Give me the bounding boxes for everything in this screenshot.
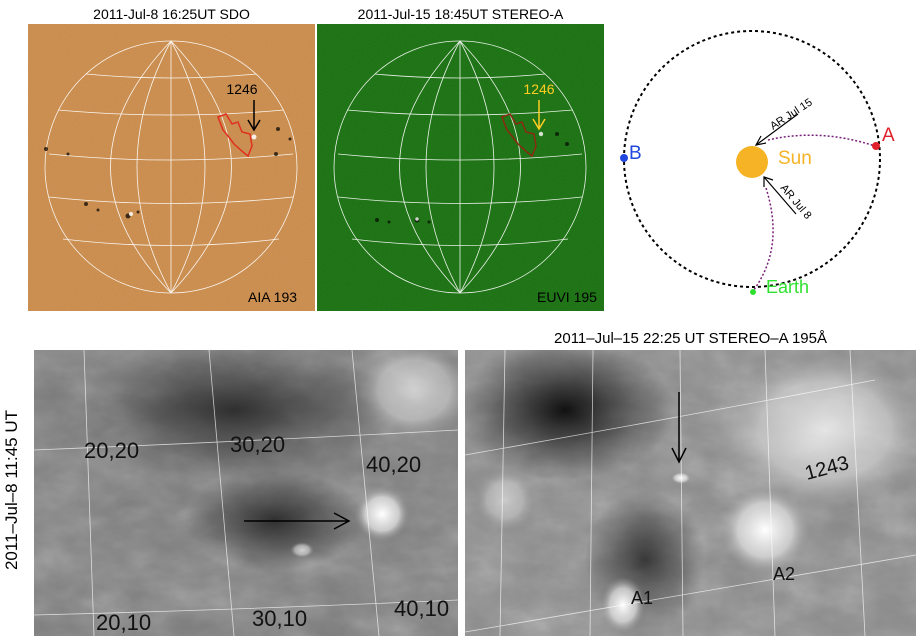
stereo-panel-title: 2011-Jul-15 18:45UT STEREO-A xyxy=(357,6,564,22)
stereo-region-label: 1246 xyxy=(523,81,554,97)
stereo-a-label: A xyxy=(882,125,895,146)
bottom-right-grid xyxy=(465,350,916,636)
grid-label-20-20: 20,20 xyxy=(84,438,139,463)
grid-label-30-10: 30,10 xyxy=(252,606,307,631)
grid-label-20-10: 20,10 xyxy=(96,610,151,635)
ar-jul8-arrow xyxy=(763,176,797,215)
bottom-right-title: 2011–Jul–15 22:25 UT STEREO–A 195Å xyxy=(554,330,827,347)
earth-label: Earth xyxy=(766,277,809,297)
bright-brightening-1 xyxy=(354,486,410,542)
stereo-disk-image: 1246 xyxy=(317,24,604,311)
sdo-grid xyxy=(44,40,298,294)
sdo-instrument-label: AIA 193 xyxy=(248,289,298,305)
region-label-a2: A2 xyxy=(773,564,795,584)
ar-jul8-label: AR Jul 8 xyxy=(778,182,814,222)
grid-label-40-20: 40,20 xyxy=(366,452,421,477)
bottom-right-image: 1243 A2 A1 xyxy=(465,350,916,636)
orbit-circle xyxy=(623,30,881,288)
path-to-stereo-a xyxy=(767,134,876,147)
bottom-left-image: 20,20 30,20 40,20 20,10 30,10 40,10 xyxy=(34,350,458,636)
stereo-region-contour xyxy=(501,113,537,158)
grid-label-40-10: 40,10 xyxy=(394,596,449,621)
region-label-a1: A1 xyxy=(631,588,653,608)
grid-label-30-20: 30,20 xyxy=(230,432,285,457)
sun-disk xyxy=(736,146,768,178)
sdo-region-label: 1246 xyxy=(226,81,257,97)
orbit-diagram: Sun A B Earth AR Jul 15 AR Jul 8 xyxy=(620,30,895,297)
stereo-b-dot xyxy=(620,154,628,162)
ar-jul15-arrow xyxy=(755,113,799,146)
ar-jul15-label: AR Jul 15 xyxy=(768,96,815,132)
stereo-instrument-label: EUVI 195 xyxy=(537,289,597,305)
stereo-b-label: B xyxy=(629,143,642,164)
path-to-earth xyxy=(752,187,774,292)
stereo-a-dot xyxy=(872,142,880,150)
sdo-region-contour xyxy=(217,113,253,158)
bright-region-a2 xyxy=(720,485,810,575)
coronal-hole xyxy=(465,350,675,480)
sdo-panel-title: 2011-Jul-8 16:25UT SDO xyxy=(93,6,250,22)
earth-dot xyxy=(750,289,756,295)
sun-label: Sun xyxy=(778,148,812,169)
sdo-disk-image: 1246 xyxy=(28,24,315,311)
bottom-left-grid xyxy=(34,350,458,636)
stereo-grid xyxy=(333,40,587,294)
